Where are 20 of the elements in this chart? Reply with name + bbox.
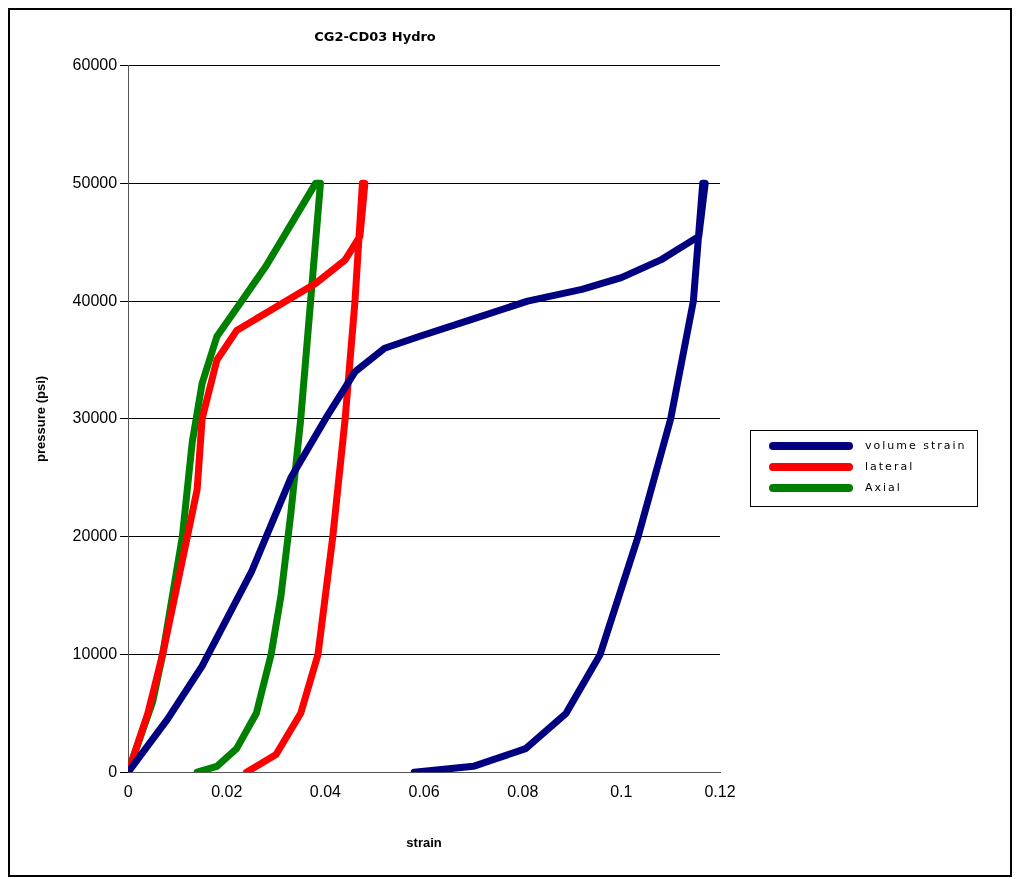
y-tick-label: 20000 bbox=[72, 527, 118, 545]
text: lateral bbox=[865, 460, 915, 473]
x-tick-label: 0.04 bbox=[309, 783, 342, 801]
y-tick-label: 40000 bbox=[72, 291, 118, 309]
x-tick-label: 0.02 bbox=[211, 783, 243, 801]
x-tick-label: 0 bbox=[123, 783, 133, 801]
chart-title: CG2-CD03 Hydro bbox=[314, 29, 436, 45]
y-tick-label: 0 bbox=[108, 762, 118, 780]
x-tick-label: 0.12 bbox=[704, 783, 736, 801]
y-tick-label: 60000 bbox=[72, 56, 118, 74]
y-tick-label: 30000 bbox=[72, 409, 118, 427]
y-axis-title: pressure (psi) bbox=[33, 375, 49, 462]
x-tick-label: 0.08 bbox=[507, 783, 539, 801]
x-tick-label: 0.06 bbox=[408, 783, 440, 801]
x-axis-title: strain bbox=[406, 834, 442, 850]
text: volume strain bbox=[865, 439, 967, 452]
text: Axial bbox=[865, 481, 902, 494]
x-tick-label: 0.1 bbox=[610, 783, 633, 801]
y-tick-label: 50000 bbox=[72, 173, 118, 191]
y-tick-label: 10000 bbox=[72, 644, 118, 662]
